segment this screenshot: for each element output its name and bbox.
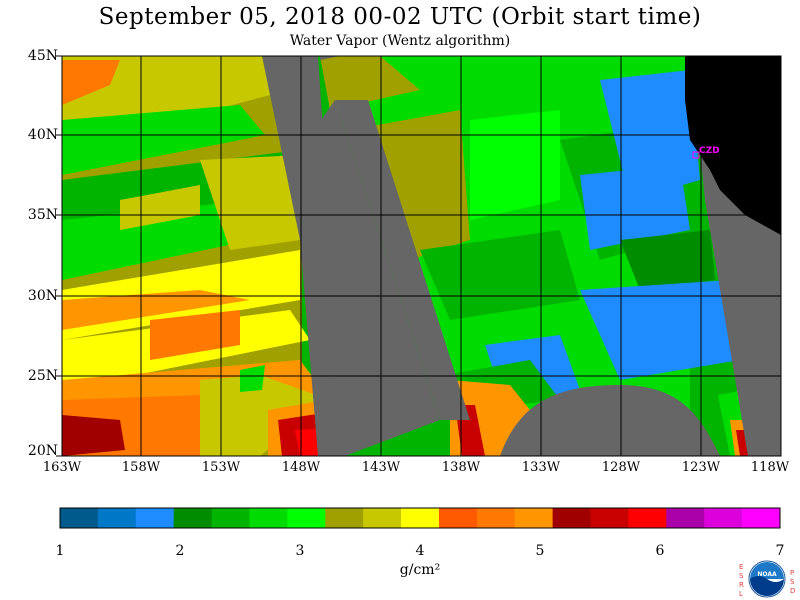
lat-label-25n: 25N	[27, 368, 58, 384]
logo-noaa-text: NOAA	[757, 571, 777, 578]
station-marker	[692, 151, 700, 159]
lat-label-30n: 30N	[27, 288, 58, 304]
colorbar-swatch	[704, 508, 743, 528]
lat-label-40n: 40N	[27, 127, 58, 143]
lon-label-163w: 163W	[42, 460, 82, 475]
colorbar-tick-3: 3	[295, 543, 305, 559]
colorbar-swatch	[628, 508, 667, 528]
colorbar-tick-1: 1	[55, 543, 65, 559]
colorbar-swatch	[287, 508, 326, 528]
colorbar	[60, 508, 781, 528]
colorbar-swatch	[97, 508, 137, 528]
colorbar-tick-4: 4	[415, 543, 425, 559]
logo-letter-r: R	[739, 581, 744, 589]
axis-ticks	[56, 55, 62, 457]
logo-letter-l: L	[739, 590, 743, 598]
colorbar-swatch	[211, 508, 250, 528]
lat-label-20n: 20N	[27, 443, 58, 459]
colorbar-swatch	[401, 508, 440, 528]
colorbar-swatch	[173, 508, 213, 528]
colorbar-swatch	[476, 508, 516, 528]
logo-letter-s: S	[739, 572, 744, 580]
logo-letter-p: P	[790, 569, 794, 577]
lon-label-143w: 143W	[361, 460, 401, 475]
logo-letter-s2: S	[790, 578, 795, 586]
colorbar-swatch	[60, 508, 99, 528]
grid-lines	[61, 55, 782, 457]
map-title: September 05, 2018 00-02 UTC (Orbit star…	[98, 4, 702, 30]
map-field	[62, 56, 781, 456]
colorbar-swatch	[742, 508, 781, 528]
colorbar-swatch	[666, 508, 705, 528]
colorbar-swatch	[249, 508, 288, 528]
colorbar-swatch	[135, 508, 175, 528]
lon-label-153w: 153W	[201, 460, 241, 475]
colorbar-tick-5: 5	[535, 543, 545, 559]
lon-label-148w: 148W	[281, 460, 321, 475]
lon-label-138w: 138W	[441, 460, 481, 475]
lon-label-158w: 158W	[121, 460, 161, 475]
water-vapor-map	[56, 55, 782, 529]
colorbar-tick-7: 7	[775, 543, 785, 559]
logo-letter-e: E	[739, 563, 743, 571]
station-label: CZD	[699, 146, 720, 156]
lon-label-133w: 133W	[521, 460, 561, 475]
colorbar-swatch	[514, 508, 554, 528]
lat-label-45n: 45N	[27, 48, 58, 64]
lon-label-118w: 118W	[750, 460, 790, 475]
lat-label-35n: 35N	[27, 207, 58, 223]
colorbar-swatch	[438, 508, 478, 528]
lon-label-128w: 128W	[601, 460, 641, 475]
colorbar-swatch	[325, 508, 364, 528]
lon-label-123w: 123W	[681, 460, 721, 475]
logo-letter-d: D	[790, 587, 795, 595]
colorbar-swatch	[590, 508, 629, 528]
colorbar-tick-6: 6	[655, 543, 665, 559]
map-subtitle: Water Vapor (Wentz algorithm)	[289, 33, 511, 49]
colorbar-units: g/cm²	[399, 562, 441, 578]
noaa-logo: NOAA E S R L P S D	[739, 560, 795, 598]
colorbar-swatch	[363, 508, 402, 528]
colorbar-tick-2: 2	[175, 543, 185, 559]
colorbar-swatch	[552, 508, 592, 528]
